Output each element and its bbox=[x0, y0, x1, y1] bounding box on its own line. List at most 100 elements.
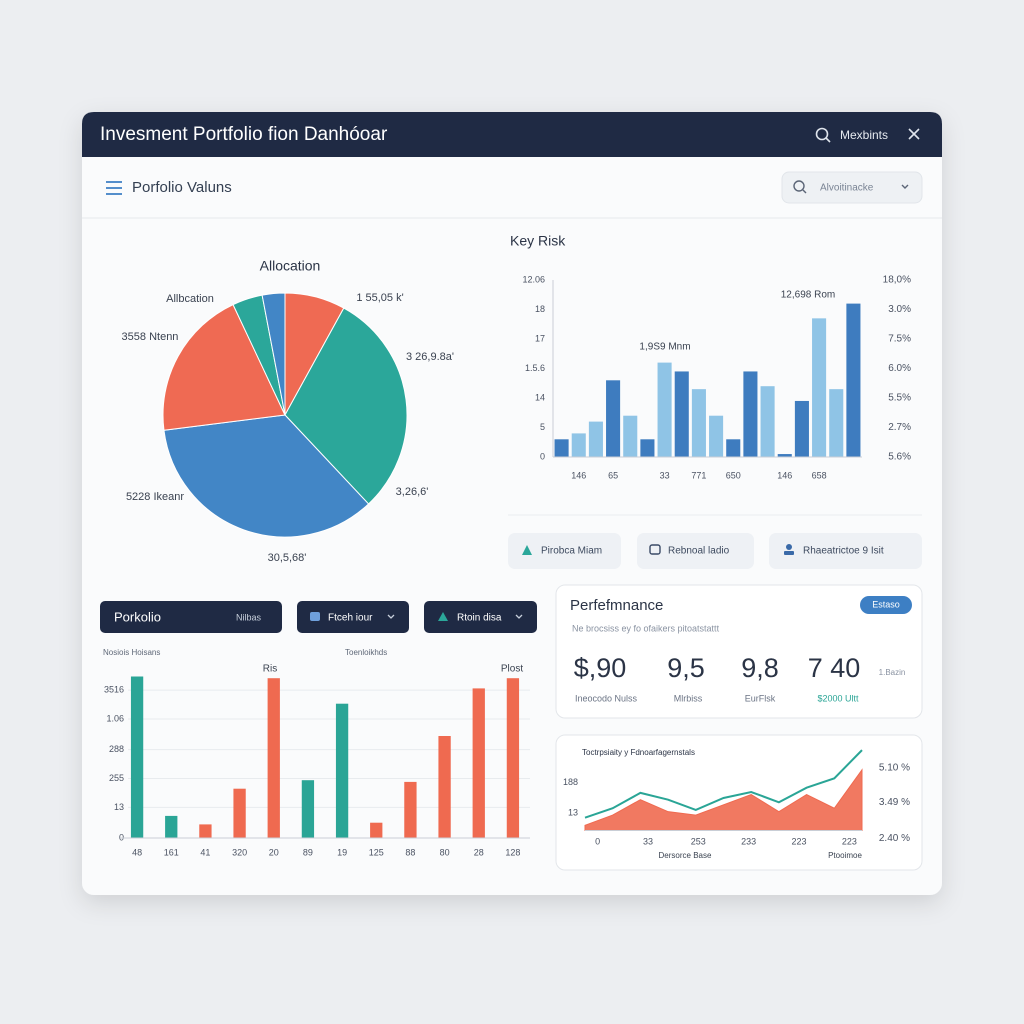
y-tick-label: 5 bbox=[540, 422, 545, 432]
y-tick-label: 18 bbox=[535, 304, 545, 314]
tab[interactable] bbox=[297, 601, 409, 633]
performance-card bbox=[555, 584, 923, 719]
metric-note: 1.Bazin bbox=[879, 668, 906, 677]
pie-slice bbox=[284, 307, 408, 505]
y-tick-label: 13 bbox=[568, 808, 578, 818]
search-box-icon bbox=[793, 180, 805, 192]
tab-chevron bbox=[387, 614, 395, 619]
x-tick-label: 0 bbox=[595, 836, 600, 846]
toolbar-title: Porfolio Valuns bbox=[132, 179, 232, 196]
y2-tick-label: 3.0% bbox=[888, 304, 911, 315]
pie-slice bbox=[163, 414, 370, 538]
bar bbox=[812, 318, 827, 457]
button-label[interactable]: Rebnoal ladio bbox=[668, 546, 730, 557]
chart-title: Toctrpsiaity y Fdnoarfagernstals bbox=[582, 748, 695, 757]
x-tick-label: 33 bbox=[643, 836, 653, 846]
annotation: Ptooimoe bbox=[828, 851, 862, 860]
button-label[interactable]: Rhaeatrictoe 9 Isit bbox=[803, 546, 884, 557]
search-box[interactable] bbox=[781, 171, 923, 204]
y2-tick-label: 5.6% bbox=[888, 452, 911, 463]
x-tick-label: 65 bbox=[608, 470, 618, 480]
bar bbox=[130, 676, 144, 838]
tab[interactable] bbox=[100, 601, 282, 633]
annotation: Plost bbox=[501, 664, 523, 675]
bar bbox=[571, 433, 586, 457]
x-tick-label: 223 bbox=[792, 836, 807, 846]
bar bbox=[760, 386, 775, 457]
x-tick-label: 253 bbox=[691, 836, 706, 846]
search-label[interactable]: Mexbints bbox=[840, 128, 888, 142]
y-tick-label: 255 bbox=[109, 773, 124, 783]
button-icon bbox=[784, 551, 794, 555]
x-tick-label: 320 bbox=[232, 847, 247, 857]
y2-tick-label: 18,0% bbox=[883, 275, 911, 286]
x-tick-label: 128 bbox=[505, 847, 520, 857]
area bbox=[584, 768, 863, 831]
button-icon bbox=[786, 544, 792, 550]
bar bbox=[554, 439, 569, 457]
x-tick-label: 650 bbox=[726, 470, 741, 480]
annotation: 3,26,6' bbox=[396, 486, 429, 498]
bar bbox=[606, 380, 621, 457]
tab-label[interactable]: Rtoin disa bbox=[457, 613, 502, 624]
chart-title: Key Risk bbox=[510, 233, 566, 249]
y-tick-label: 3516 bbox=[104, 684, 124, 694]
y-tick-label: 17 bbox=[535, 333, 545, 343]
tab-sublabel[interactable]: Nilbas bbox=[236, 612, 262, 622]
x-tick-label: 161 bbox=[164, 847, 179, 857]
x-tick-label: 89 bbox=[303, 847, 313, 857]
badge-label[interactable]: Estaso bbox=[872, 599, 900, 609]
button-icon bbox=[649, 544, 661, 555]
x-tick-label: 20 bbox=[269, 847, 279, 857]
bar bbox=[506, 678, 520, 838]
bar bbox=[829, 389, 844, 457]
search-placeholder[interactable]: Alvoitinacke bbox=[820, 183, 874, 194]
close-icon[interactable] bbox=[908, 128, 920, 140]
tab-label[interactable]: Porkolio bbox=[114, 609, 161, 624]
x-tick-label: 28 bbox=[474, 847, 484, 857]
menu-icon[interactable] bbox=[106, 181, 122, 195]
y2-tick-label: 2.40 % bbox=[879, 833, 910, 844]
x-tick-label: 19 bbox=[337, 847, 347, 857]
y2-tick-label: 6.0% bbox=[888, 363, 911, 374]
window-title: Invesment Portfolio fion Danhóoar bbox=[100, 124, 388, 145]
tab[interactable] bbox=[424, 601, 537, 633]
y-tick-label: 14 bbox=[535, 392, 545, 402]
annotation: 1 55,05 k' bbox=[356, 292, 403, 304]
y-tick-label: 12.06 bbox=[522, 274, 545, 284]
search-icon[interactable] bbox=[815, 127, 829, 141]
action-button[interactable] bbox=[769, 533, 922, 569]
dropdown-chevron bbox=[901, 184, 909, 189]
bar bbox=[726, 439, 741, 457]
tab-label[interactable]: Ftceh iour bbox=[328, 613, 373, 624]
bar bbox=[301, 780, 315, 838]
y-tick-label: 1.06 bbox=[106, 713, 124, 723]
bar bbox=[335, 703, 349, 838]
y-tick-label: 188 bbox=[563, 777, 578, 787]
line bbox=[584, 749, 863, 819]
x-tick-label: 146 bbox=[777, 470, 792, 480]
y-tick-label: 1.5.6 bbox=[525, 363, 545, 373]
chart-subtitle: Toenloikhds bbox=[345, 648, 387, 657]
annotation: 12,698 Rom bbox=[781, 290, 835, 301]
performance-subtitle: Ne brocsiss ey fo ofaikers pitoatstattt bbox=[572, 623, 720, 633]
x-tick-label: 771 bbox=[691, 470, 706, 480]
bar bbox=[370, 822, 383, 838]
bar bbox=[199, 824, 212, 838]
x-tick-label: 88 bbox=[405, 847, 415, 857]
badge[interactable] bbox=[860, 596, 912, 614]
bar bbox=[623, 415, 638, 457]
button-label[interactable]: Pirobca Miam bbox=[541, 546, 602, 557]
annotation: Ris bbox=[263, 664, 277, 675]
metric-value: 7 40 bbox=[808, 653, 861, 683]
metric-label: EurFlsk bbox=[745, 693, 776, 703]
y2-tick-label: 5.5% bbox=[888, 393, 911, 404]
action-button[interactable] bbox=[508, 533, 621, 569]
x-tick-label: 146 bbox=[571, 470, 586, 480]
action-button[interactable] bbox=[637, 533, 754, 569]
metric-value: 9,8 bbox=[741, 653, 779, 683]
x-tick-label: 658 bbox=[812, 470, 827, 480]
bar bbox=[472, 688, 485, 838]
x-tick-label: 233 bbox=[741, 836, 756, 846]
